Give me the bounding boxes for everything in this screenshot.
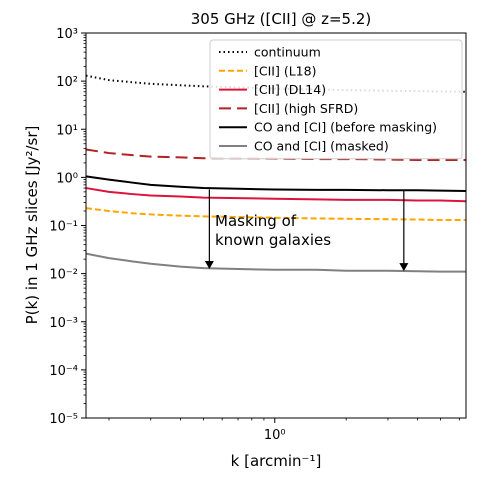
legend-label-0: continuum (254, 45, 321, 60)
chart-title: 305 GHz ([CII] @ z=5.2) (191, 10, 372, 28)
plot-frame (85, 32, 467, 419)
legend-label-2: [CII] (DL14) (254, 82, 326, 97)
masking-annotation-line: known galaxies (215, 231, 331, 249)
y-tick-label: 10³ (56, 27, 78, 42)
legend-label-4: CO and [CI] (before masking) (254, 120, 437, 135)
series-line-4 (85, 175, 467, 193)
x-tick-label: 10⁰ (264, 428, 286, 443)
series-line-1 (85, 207, 466, 222)
y-tick-label: 10⁻² (49, 268, 78, 283)
x-axis-label: k [arcmin⁻¹] (231, 452, 322, 470)
y-tick-label: 10⁻⁵ (49, 412, 78, 427)
y-tick-label: 10⁰ (56, 171, 78, 186)
y-axis-label: P(k) in 1 GHz slices [Jy²/sr] (23, 126, 41, 325)
axes-ticks: 10⁻⁵ 10⁻⁴ 10⁻³ 10⁻² 10⁻¹ 10⁰ 10¹ 10² 10³ 10⁰ (49, 27, 460, 443)
y-tick-label: 10² (56, 75, 78, 90)
legend-label-3: [CII] (high SFRD) (254, 101, 358, 116)
y-tick-label: 10¹ (56, 123, 78, 138)
legend-box (209, 39, 463, 160)
y-tick-label: 10⁻⁴ (49, 364, 78, 379)
masking-annotation-line: Masking of (215, 212, 297, 230)
legend: continuum [CII] (L18) [CII] (DL14) [CII] (h… (209, 39, 463, 160)
y-tick-label: 10⁻¹ (49, 220, 78, 235)
series-line-2 (85, 187, 467, 203)
mask-arrow-head (204, 260, 214, 269)
legend-label-1: [CII] (L18) (254, 63, 316, 78)
mask-arrow-head (399, 263, 409, 272)
series-line-5 (85, 252, 466, 273)
y-tick-label: 10⁻³ (49, 316, 78, 331)
legend-label-5: CO and [CI] (masked) (254, 139, 389, 154)
